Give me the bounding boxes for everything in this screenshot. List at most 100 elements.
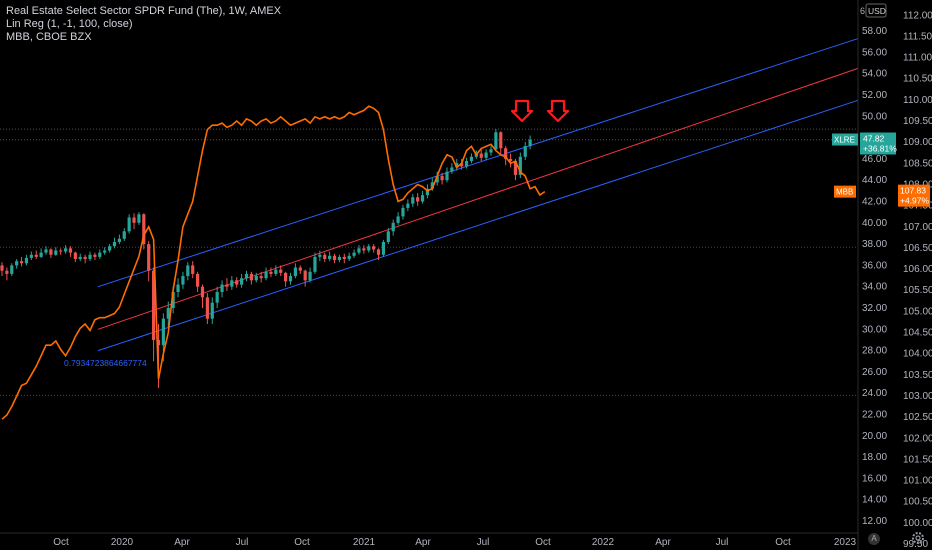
- candle: [284, 271, 288, 287]
- candle: [342, 253, 346, 264]
- candle-body: [484, 152, 488, 158]
- candle: [313, 252, 317, 274]
- candle: [132, 213, 136, 230]
- candle-body: [88, 254, 92, 260]
- xlre-axis-tick: 34.00: [862, 282, 887, 293]
- mbb-change: +4.97%: [900, 196, 930, 206]
- candle-body: [513, 161, 518, 175]
- candle-body: [39, 252, 43, 257]
- mbb-axis-tick: 109.00: [903, 137, 932, 148]
- xlre-last-price: 47.82: [863, 134, 885, 144]
- xlre-axis-tick: 30.00: [862, 324, 887, 335]
- candle: [396, 212, 400, 225]
- candle-body: [5, 270, 9, 274]
- mbb-price-badge: [898, 184, 930, 207]
- candle-body: [225, 284, 229, 287]
- mbb-axis-tick: 99.50: [903, 539, 928, 550]
- xlre-axis-tick: 44.00: [862, 175, 887, 186]
- candle: [112, 237, 117, 249]
- mbb-axis-tick: 104.00: [903, 349, 932, 360]
- candle: [103, 247, 107, 255]
- candle-body: [328, 255, 332, 260]
- candle: [24, 254, 29, 266]
- candle: [416, 192, 420, 206]
- candle-body: [171, 292, 175, 308]
- auto-scale-button[interactable]: A: [868, 533, 880, 545]
- candle-body: [137, 214, 141, 223]
- candle-body: [19, 261, 24, 264]
- time-axis-tick: Oct: [535, 537, 551, 548]
- legend-linreg-line[interactable]: Lin Reg (1, -1, 100, close): [6, 18, 133, 30]
- candle-body: [376, 249, 381, 255]
- candle: [269, 267, 273, 278]
- candle-body: [235, 280, 239, 285]
- candle: [352, 249, 356, 258]
- candle-body: [435, 175, 439, 183]
- candle-body: [303, 270, 307, 281]
- mbb-axis-tick: 100.00: [903, 518, 932, 529]
- candle-body: [523, 146, 527, 157]
- candle: [357, 245, 361, 255]
- candle-body: [59, 250, 63, 252]
- mbb-axis-tick: 112.00: [903, 10, 932, 21]
- candle: [244, 270, 249, 282]
- candle-body: [518, 156, 522, 175]
- candle-body: [337, 256, 342, 261]
- candle: [391, 219, 395, 236]
- candle-body: [186, 265, 190, 277]
- candle-body: [122, 231, 126, 239]
- candle: [54, 247, 58, 256]
- red-down-arrow-icon: [510, 99, 534, 123]
- mbb-axis-tick: 101.00: [903, 476, 932, 487]
- candle-body: [318, 254, 322, 257]
- candle: [376, 248, 381, 261]
- candle-body: [54, 250, 58, 255]
- mbb-name-tag: [834, 185, 856, 198]
- mbb-axis-tick: 102.00: [903, 433, 932, 444]
- candle-body: [103, 250, 107, 253]
- candle: [181, 271, 185, 289]
- candle: [98, 249, 102, 260]
- candle: [484, 149, 488, 160]
- candle: [323, 252, 327, 263]
- candle-body: [210, 302, 214, 319]
- candle-body: [489, 149, 493, 153]
- xlre-axis-tick: 40.00: [862, 218, 887, 229]
- candle: [440, 172, 444, 185]
- red-down-arrow-icon: [546, 99, 570, 123]
- candle: [191, 261, 195, 279]
- xlre-change: +36.81%: [863, 144, 897, 154]
- candle: [303, 269, 307, 287]
- candle: [49, 248, 53, 258]
- candle-body: [15, 261, 19, 266]
- time-axis-tick: Jul: [716, 537, 729, 548]
- candle: [464, 157, 469, 169]
- legend-mbb-line[interactable]: MBB, CBOE BZX: [6, 31, 92, 43]
- candle-body: [68, 248, 73, 253]
- candle-body: [391, 222, 395, 232]
- xlre-axis-tick: 50.00: [862, 111, 887, 122]
- candle-body: [357, 248, 361, 253]
- xlre-axis-tick: 46.00: [862, 154, 887, 165]
- candle-body: [73, 252, 77, 260]
- candle: [44, 246, 48, 255]
- candle-body: [147, 244, 151, 271]
- candle: [176, 278, 180, 298]
- candle: [39, 248, 43, 258]
- mbb-axis-tick: 105.00: [903, 306, 932, 317]
- mbb-axis-tick: 110.50: [903, 74, 932, 85]
- candle: [489, 146, 493, 156]
- candle: [19, 256, 24, 267]
- candle-body: [191, 265, 195, 274]
- candle: [68, 246, 73, 257]
- candle-body: [464, 161, 469, 167]
- time-axis-tick: Oct: [53, 537, 69, 548]
- candle: [107, 244, 112, 253]
- gear-icon[interactable]: [910, 530, 926, 546]
- legend-symbol-line[interactable]: Real Estate Select Sector SPDR Fund (The…: [6, 5, 282, 17]
- candle: [210, 297, 214, 324]
- time-axis-tick: Oct: [775, 537, 791, 548]
- candle-body: [161, 318, 165, 346]
- candle: [151, 267, 156, 362]
